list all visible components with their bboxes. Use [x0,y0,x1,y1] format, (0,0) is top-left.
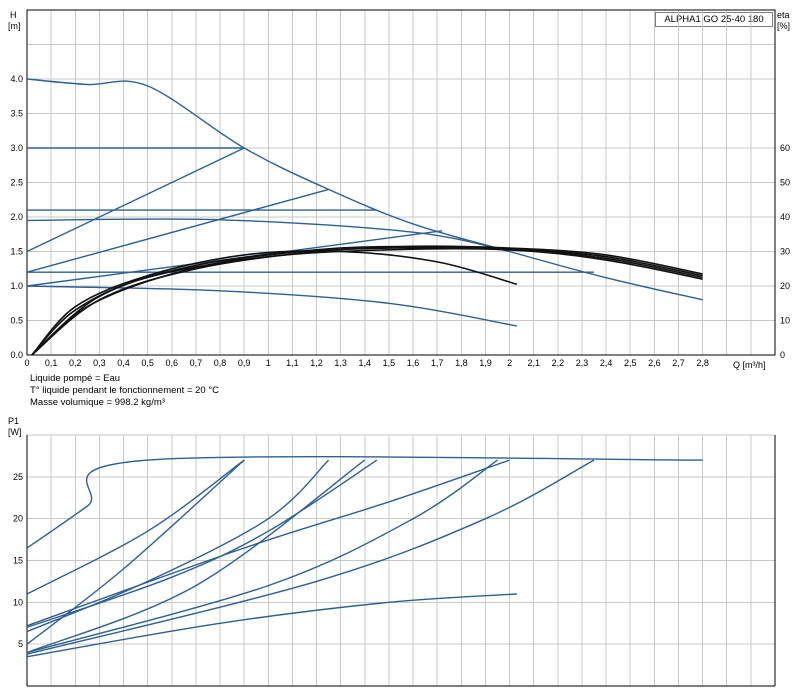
y-axis-title: P1 [8,416,19,426]
efficiency-curve [31,246,703,356]
x-tick-label: 2,2 [552,358,565,368]
y-tick-label: 3.0 [10,143,23,153]
x-tick-label: 2,4 [600,358,613,368]
x-tick-label: 1,4 [359,358,372,368]
y-tick-label: 10 [13,597,23,607]
head-curve [26,78,703,301]
y-tick-label: 2.5 [10,178,23,188]
efficiency-curve [31,247,703,356]
power-curve [26,459,595,655]
x-tick-label: 1,6 [407,358,420,368]
head-curve [26,285,517,327]
y-tick-label: 20 [13,514,23,524]
power-curve [26,455,703,549]
x-tick-label: 0,4 [117,358,130,368]
y-tick-label: 3.5 [10,109,23,119]
x-tick-label: 1,1 [286,358,299,368]
y2-tick-label: 30 [780,247,790,257]
y2-tick-label: 40 [780,212,790,222]
head-curve [26,147,245,253]
y-tick-label: 15 [13,556,23,566]
temperature-note: T° liquide pendant le fonctionnement = 2… [30,385,220,396]
x-tick-label: 2,3 [576,358,589,368]
density-note: Masse volumique = 998.2 kg/m³ [30,397,165,408]
x-tick-label: 1,3 [334,358,347,368]
x-tick-label: 0,7 [190,358,203,368]
y-tick-label: 1.5 [10,247,23,257]
x-tick-label: 0,5 [141,358,154,368]
power-curve [26,459,510,627]
pump-model-label: ALPHA1 GO 25-40 180 [655,12,773,27]
x-tick-label: 0 [24,358,29,368]
x-tick-label: 2,8 [696,358,709,368]
y2-tick-label: 20 [780,281,790,291]
efficiency-curve [31,245,703,356]
y-tick-label: 1.0 [10,281,23,291]
y-tick-label: 4.0 [10,74,23,84]
y-tick-label: 0.5 [10,316,23,326]
y2-axis-unit: [%] [777,21,790,31]
y2-tick-label: 0 [780,350,785,360]
y-tick-label: 5 [18,639,23,649]
y2-tick-label: 10 [780,316,790,326]
x-tick-label: 2,1 [527,358,540,368]
power-curve [26,459,245,595]
y-axis-unit: [m] [8,21,21,31]
power-curve [26,459,245,645]
x-tick-label: 0,9 [238,358,251,368]
power-curve [26,459,366,654]
x-tick-label: 0,6 [166,358,179,368]
x-tick-label: 1,9 [479,358,492,368]
power-curve [26,459,378,629]
y-axis-title: H [10,10,17,20]
x-tick-label: 0,2 [69,358,82,368]
plot-frame [26,9,776,356]
y-tick-label: 2.0 [10,212,23,222]
x-tick-label: 2,7 [672,358,685,368]
power-curve [26,459,498,654]
x-tick-label: 2 [507,358,512,368]
y-tick-label: 0.0 [10,350,23,360]
x-tick-label: 1,8 [455,358,468,368]
pump-head-chart: 0 0,1 0,2 0,3 0,4 0,5 0,6 0,7 0,8 0,9 1 1,1 1,2 1,3 1,… [8,9,790,370]
x-tick-label: 2,5 [624,358,637,368]
fluid-note: Liquide pompé = Eau [30,373,121,384]
x-tick-label: 1,5 [383,358,396,368]
x-tick-label: 0,8 [214,358,227,368]
y-axis-unit: [W] [8,427,22,437]
head-curve [26,218,510,253]
power-curve [26,459,330,633]
x-tick-label: 1 [266,358,271,368]
y-tick-label: 25 [13,472,23,482]
x-tick-label: 1,7 [431,358,444,368]
y2-tick-label: 50 [780,178,790,188]
x-tick-label: 2,6 [648,358,661,368]
head-curve [26,188,329,273]
efficiency-curve [31,250,518,356]
y2-tick-label: 60 [780,143,790,153]
x-axis-title: Q [m³/h] [733,360,766,370]
x-tick-label: 0,3 [93,358,106,368]
x-tick-label: 0,1 [45,358,58,368]
y2-axis-title: eta [777,10,790,20]
x-tick-label: 1,2 [310,358,323,368]
power-curve [26,593,517,658]
